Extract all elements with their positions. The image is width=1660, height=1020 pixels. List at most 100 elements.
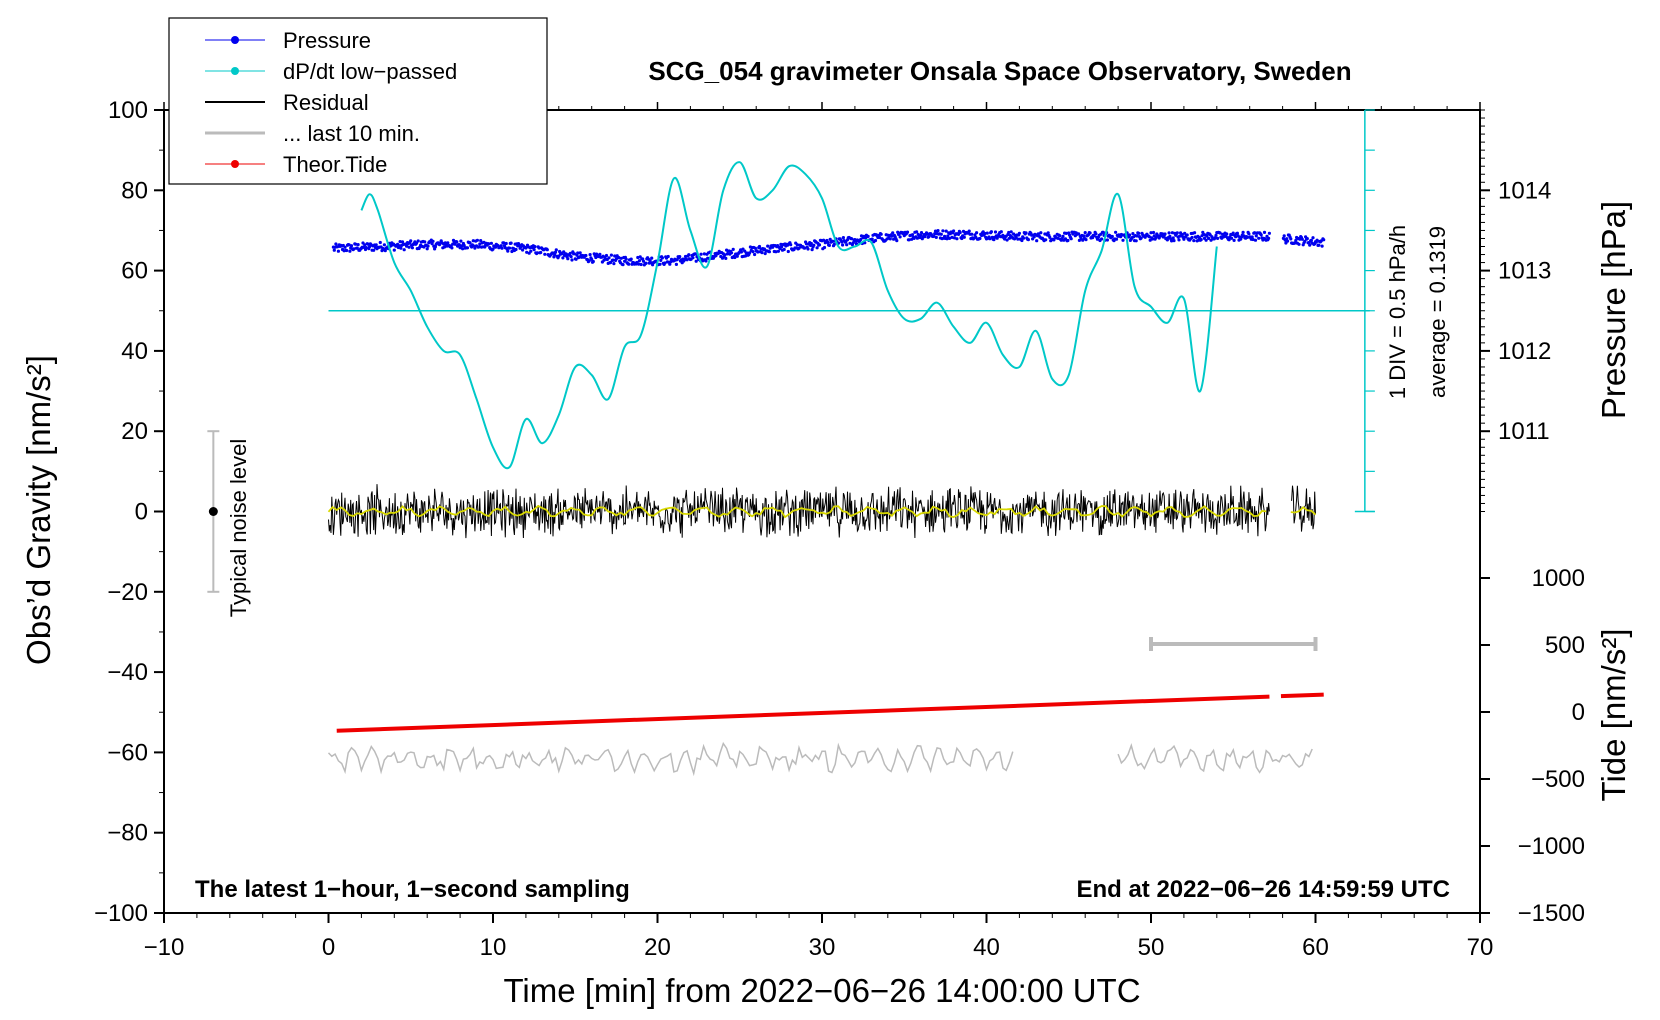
pressure-point [925,232,929,236]
noise-bar-center [208,507,218,516]
pressure-point [507,246,512,250]
pressure-point [1232,238,1236,242]
pressure-point [455,240,459,244]
pressure-point [471,239,475,243]
dpdt-average-label: average = 0.1319 [1425,226,1450,398]
pressure-point [533,245,537,249]
pressure-point [561,256,565,260]
pressure-point [831,239,835,243]
pressure-point [1241,230,1245,234]
pressure-point [1005,238,1009,242]
pressure-point [985,231,989,235]
pressure-point [587,259,591,263]
pressure-point [919,231,924,235]
x-tick-label: 30 [809,934,836,961]
pressure-point [1139,236,1143,240]
pressure-point [782,247,786,252]
tide-tick-label: 1000 [1532,565,1585,592]
pressure-point [873,238,878,243]
pressure-point [1163,232,1167,236]
pressure-point [756,250,760,254]
pressure-point [1267,231,1271,235]
pressure-point [1094,232,1098,236]
pressure-point [1044,238,1048,242]
pressure-point [345,248,349,253]
pressure-point [591,259,595,264]
pressure-point [699,252,703,256]
pressure-point [1039,231,1043,235]
pressure-point [763,252,767,256]
x-tick-label: 70 [1467,934,1494,961]
pressure-point [898,235,902,239]
pressure-point [766,244,770,248]
pressure-point [970,232,974,236]
pressure-point [568,251,572,255]
pressure-point [459,239,463,243]
pressure-point [978,236,982,241]
pressure-point [426,244,430,248]
pressure-point [1251,237,1255,242]
legend-marker-pressure [231,36,239,44]
pressure-point [524,246,528,250]
pressure-point [878,235,882,240]
pressure-point [460,244,464,248]
pressure-point [729,251,734,255]
y-tick-label: 40 [121,338,148,365]
pressure-point [1061,234,1065,238]
pressure-point [1193,231,1197,235]
pressure-point [578,251,582,255]
pressure-point [1225,232,1229,236]
pressure-point [457,243,461,247]
legend-label-dpdt: dP/dt low−passed [283,59,457,84]
pressure-point [822,245,827,250]
pressure-point [1114,237,1119,241]
pressure-point [803,246,807,250]
pressure-point [704,259,708,263]
pressure-point [532,248,536,252]
pressure-point [1308,243,1312,247]
legend-label-pressure: Pressure [283,28,371,53]
pressure-point [946,234,950,238]
pressure-point [1149,231,1153,235]
pressure-point [1048,235,1052,239]
pressure-point [1052,238,1056,242]
pressure-point [1294,238,1298,243]
pressure-point [910,233,915,237]
pressure-point [1148,238,1152,242]
ticks-layer: −10 0 10 20 30 40 50 60 70100806040200−20−40−60−… [94,97,1585,961]
pressure-point [841,236,846,240]
pressure-point [797,246,801,250]
pressure-point [1056,236,1060,240]
pressure-point [1007,236,1012,240]
pressure-point [407,245,411,249]
pressure-point [1026,238,1030,242]
pressure-point [414,241,419,245]
pressure-point [637,259,642,263]
pressure-point [613,254,617,258]
pressure-point [658,262,662,266]
pressure-point [845,243,849,247]
pressure-point [1180,233,1184,237]
pressure-point [343,245,347,249]
pressure-point [489,241,493,245]
pressure-point [609,253,614,257]
pressure-point [382,243,386,247]
pressure-point [574,257,578,261]
pressure-point [502,241,506,245]
pressure-point [739,250,744,254]
pressure-tick-label: 1014 [1498,177,1551,204]
pressure-point [468,241,472,245]
pressure-point [1020,238,1024,243]
pressure-point [1172,239,1176,243]
pressure-point [619,256,623,260]
tide-tick-label: −500 [1531,766,1585,793]
pressure-point [477,245,481,249]
pressure-point [1084,238,1088,242]
pressure-point [1021,236,1026,240]
pressure-point [1185,233,1189,237]
pressure-point [1216,236,1220,240]
pressure-point [1235,231,1239,235]
pressure-point [666,254,670,259]
pressure-point [702,252,707,256]
y-tick-label: −80 [107,820,148,847]
